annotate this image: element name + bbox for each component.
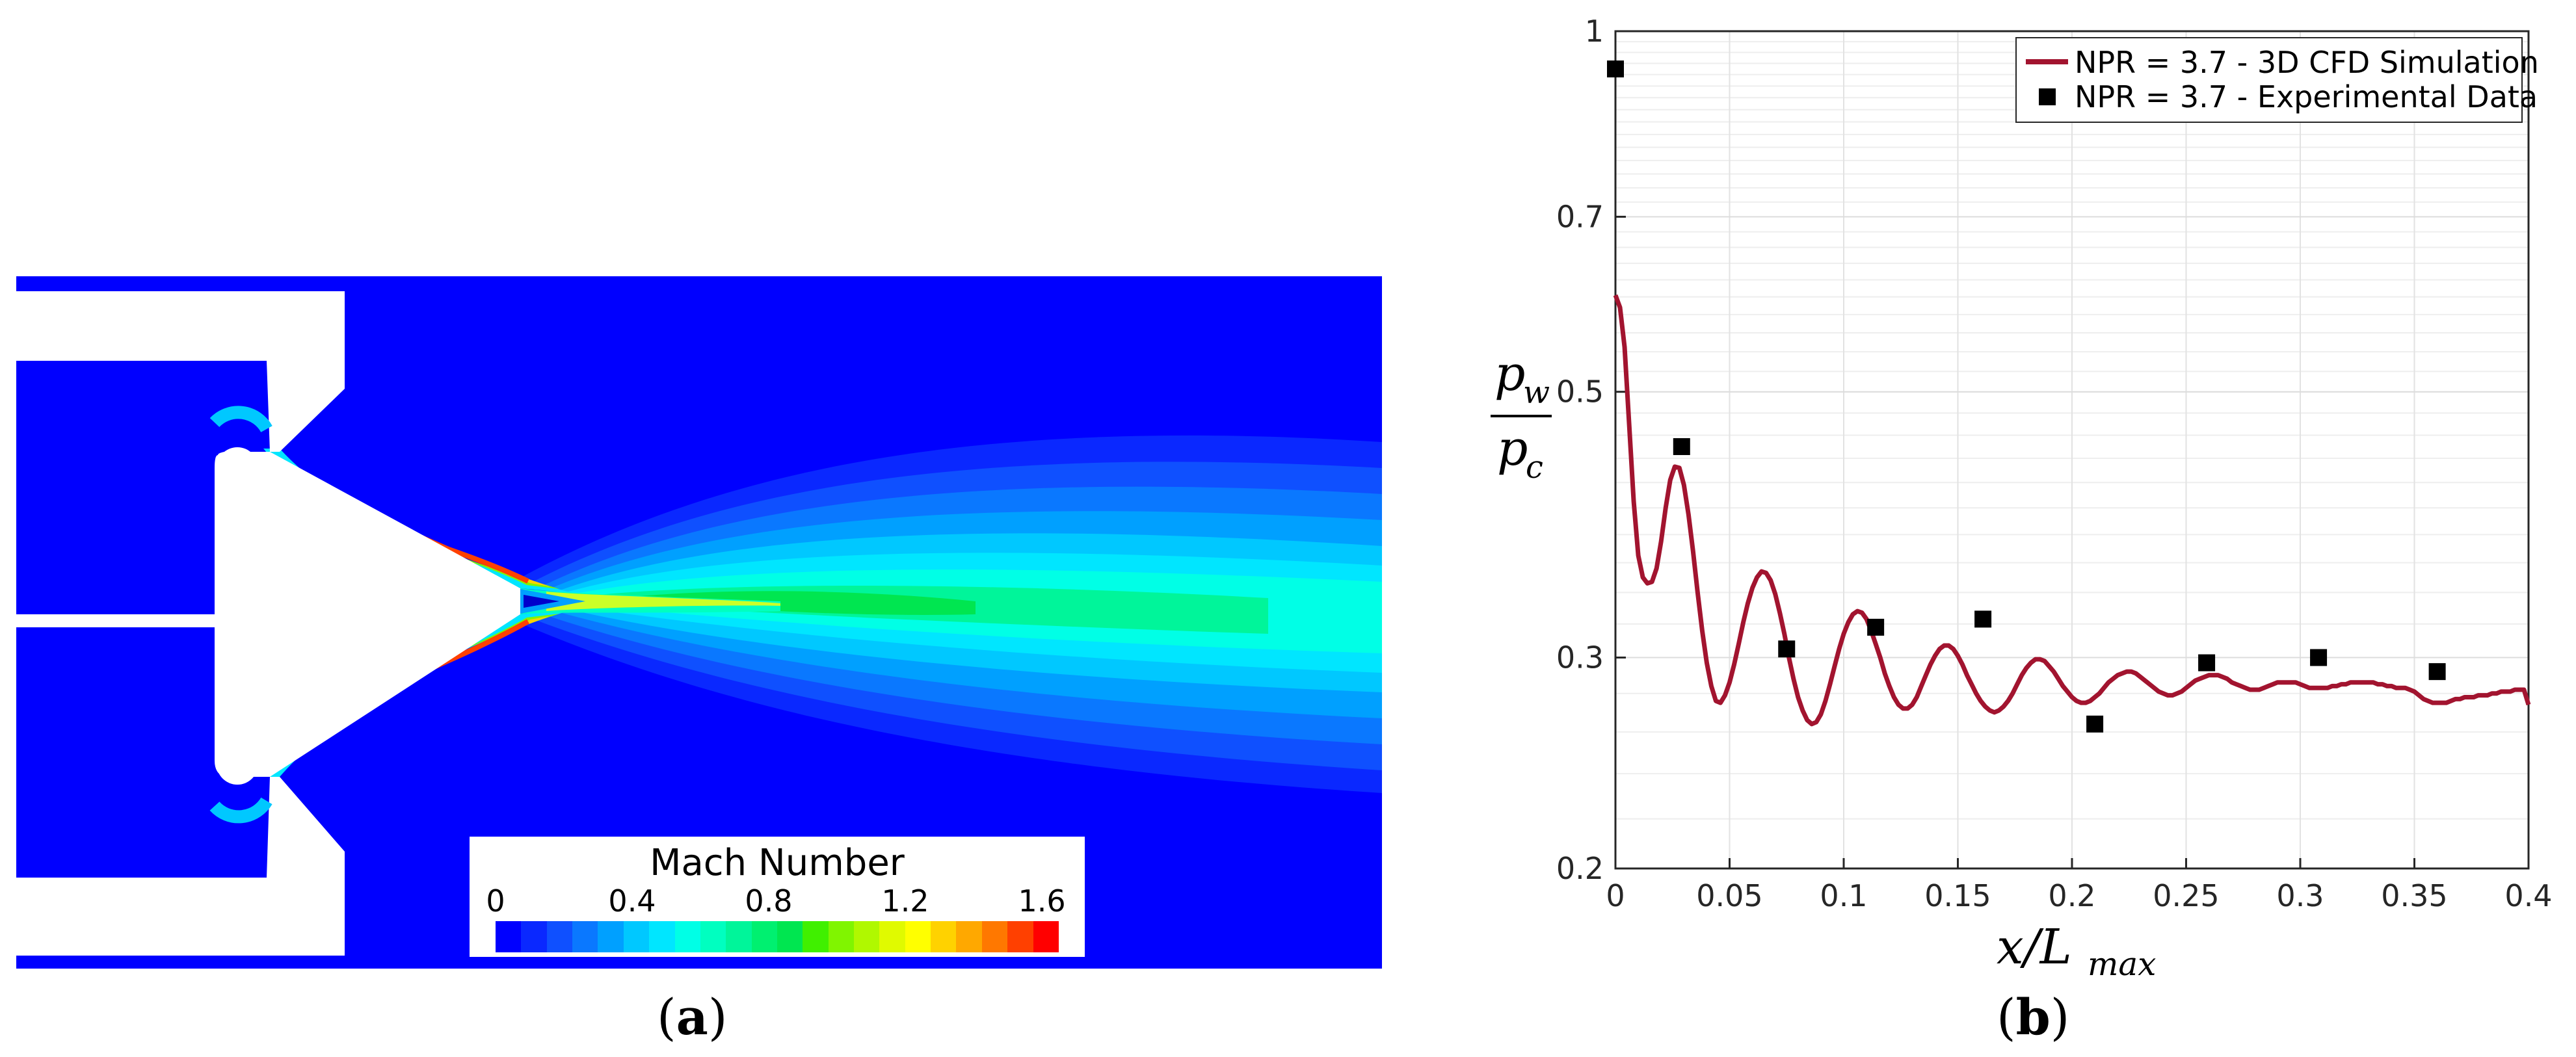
colorbar-tick-label: 0.4: [608, 883, 656, 919]
svg-text:max: max: [2088, 945, 2156, 983]
colorbar-swatch: [981, 921, 1008, 952]
colorbar-swatch: [521, 921, 547, 952]
colorbar-swatch: [649, 921, 675, 952]
svg-text:w: w: [1523, 374, 1550, 411]
caption-b: (b): [1997, 988, 2070, 1046]
colorbar-title: Mach Number: [650, 842, 905, 884]
colorbar-swatch: [572, 921, 598, 952]
x-tick-label: 0.4: [2504, 878, 2552, 913]
colorbar-swatch: [931, 921, 957, 952]
svg-text:p: p: [1497, 421, 1528, 476]
exp-data-point: [2428, 663, 2446, 681]
y-tick-label: 0.3: [1556, 640, 1604, 675]
colorbar-swatch: [803, 921, 829, 952]
colorbar-swatch: [674, 921, 700, 952]
exp-data-point: [1778, 640, 1796, 658]
colorbar-swatch: [905, 921, 931, 952]
exp-data-point: [1974, 610, 1992, 628]
colorbar-ticks: 0 0.4 0.8 1.2 1.6: [470, 883, 1085, 922]
colorbar-swatch: [496, 921, 522, 952]
exp-data-point: [1867, 618, 1885, 636]
colorbar-swatch: [751, 921, 777, 952]
x-tick-label: 0.1: [1820, 878, 1867, 913]
svg-text:x/L: x/L: [1997, 919, 2072, 975]
x-tick-label: 0.05: [1696, 878, 1762, 913]
svg-text:c: c: [1526, 449, 1543, 486]
panel-a: Mach Number 0 0.4 0.8 1.2 1.6 (a): [16, 276, 1382, 1046]
x-axis-label: x/L max: [1997, 919, 2156, 983]
series: [1607, 60, 2531, 733]
svg-text:p: p: [1494, 346, 1525, 402]
lower-throat-ring: [209, 797, 272, 824]
colorbar-swatch: [726, 921, 752, 952]
colorbar-tick-label: 0: [486, 883, 505, 919]
y-tick-label: 0.7: [1556, 199, 1604, 234]
legend: NPR = 3.7 - 3D CFD Simulation NPR = 3.7 …: [2015, 37, 2539, 123]
exp-data-point: [1673, 438, 1690, 456]
upper-throat-ring: [209, 406, 272, 433]
colorbar-box: Mach Number 0 0.4 0.8 1.2 1.6: [470, 837, 1085, 957]
colorbar-tick-label: 1.2: [881, 883, 929, 919]
x-tick-label: 0.15: [1924, 878, 1991, 913]
exp-data-point: [2198, 654, 2216, 672]
exp-data-point: [2086, 715, 2104, 733]
colorbar-swatch: [956, 921, 982, 952]
colorbar-swatch: [854, 921, 880, 952]
colorbar-swatch: [598, 921, 624, 952]
colorbar-swatch: [1033, 921, 1059, 952]
x-tick-label: 0.25: [2153, 878, 2219, 913]
legend-cfd-label: NPR = 3.7 - 3D CFD Simulation: [2075, 45, 2539, 80]
colorbar-tick-label: 1.6: [1018, 883, 1066, 919]
series-line-cfd: [1613, 294, 2531, 727]
y-tick-label: 0.5: [1556, 374, 1604, 410]
colorbar-tick-label: 0.8: [745, 883, 793, 919]
x-tick-label: 0.3: [2276, 878, 2324, 913]
colorbar-swatch: [546, 921, 573, 952]
pressure-chart: 0 0.05 0.1 0.15 0.2 0.25 0.3 0.35 0.4 0.2 0.3 0.5 0.…: [1491, 14, 2553, 983]
caption-a: (a): [657, 988, 728, 1046]
x-tick-label: 0.2: [2048, 878, 2095, 913]
axis-ticks: 0 0.05 0.1 0.15 0.2 0.25 0.3 0.35 0.4 0.2 0.3 0.5 0.…: [1556, 14, 2553, 913]
colorbar-swatch: [623, 921, 650, 952]
jet-plume: [507, 435, 1382, 793]
colorbar-swatch: [879, 921, 905, 952]
y-axis-label: pw pc: [1491, 346, 1552, 486]
x-tick-label: 0: [1606, 878, 1625, 913]
exp-data-point: [1607, 60, 1624, 78]
panel-b: 0 0.05 0.1 0.15 0.2 0.25 0.3 0.35 0.4 0.2 0.3 0.5 0.…: [1418, 0, 2576, 1057]
legend-exp-label: NPR = 3.7 - Experimental Data: [2075, 79, 2538, 114]
colorbar-swatch: [777, 921, 803, 952]
exp-data-point: [2310, 649, 2328, 666]
y-tick-label: 1: [1585, 14, 1604, 49]
y-tick-label: 0.2: [1556, 851, 1604, 886]
legend-exp-swatch: [2039, 88, 2056, 105]
grid: [1615, 31, 2529, 869]
colorbar-swatch: [1007, 921, 1033, 952]
nozzle-geometry: [16, 291, 520, 956]
mach-contour-plot: [16, 276, 1382, 969]
x-tick-label: 0.35: [2381, 878, 2447, 913]
colorbar-swatch: [700, 921, 726, 952]
colorbar-swatch: [828, 921, 855, 952]
colorbar-bar: [496, 921, 1059, 952]
